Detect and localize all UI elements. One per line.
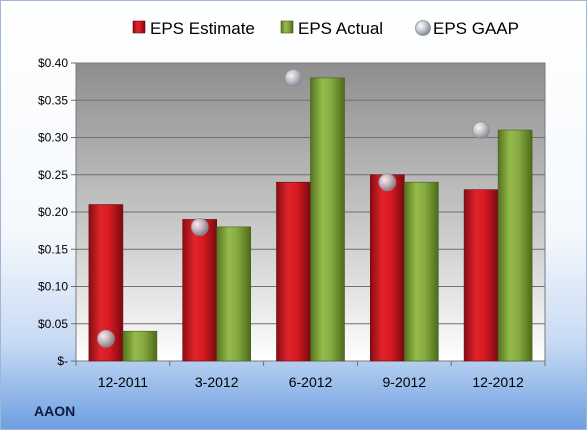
x-tick-label: 9-2012 xyxy=(383,374,427,390)
gaap-marker xyxy=(472,121,491,139)
bar-eps-actual xyxy=(310,77,345,362)
legend-label: EPS GAAP xyxy=(433,19,519,38)
bar-eps-actual xyxy=(122,330,158,362)
y-tick-label: $0.30 xyxy=(38,131,68,145)
legend-label: EPS Estimate xyxy=(150,19,255,38)
gaap-marker xyxy=(378,173,397,192)
legend-swatch xyxy=(280,20,294,34)
y-tick-label: $0.10 xyxy=(38,280,68,294)
bar-eps-estimate xyxy=(276,181,311,362)
bar-eps-actual xyxy=(403,181,439,362)
ticker-label: AAON xyxy=(34,403,76,419)
y-tick-label: $0.35 xyxy=(38,93,68,107)
bar-eps-estimate xyxy=(182,219,217,362)
x-tick-label: 12-2012 xyxy=(472,374,524,390)
y-tick-label: $0.20 xyxy=(38,205,68,219)
legend-swatch xyxy=(415,20,431,36)
y-tick-label: $0.05 xyxy=(38,317,68,331)
gaap-marker xyxy=(190,217,209,236)
bar-eps-estimate xyxy=(88,204,124,362)
y-tick-label: $0.40 xyxy=(38,56,68,70)
gaap-marker xyxy=(97,329,115,348)
x-tick-label: 12-2011 xyxy=(98,374,149,390)
gaap-marker xyxy=(284,69,303,87)
x-tick-label: 3-2012 xyxy=(195,374,239,390)
y-axis: $- $0.05 $0.10 $0.15 $0.20 $0.25 $0.30 $0.35 $0.… xyxy=(38,56,76,368)
x-tick-label: 6-2012 xyxy=(289,374,333,390)
bar-eps-estimate xyxy=(463,189,499,362)
bar-eps-estimate xyxy=(369,174,405,362)
legend-swatch xyxy=(132,20,146,34)
y-tick-label: $0.15 xyxy=(38,242,68,256)
gaap-markers xyxy=(97,69,491,348)
bars xyxy=(88,77,533,362)
y-tick-label: $- xyxy=(57,354,68,368)
legend: EPS Estimate EPS Actual EPS GAAP xyxy=(132,19,519,38)
bar-eps-actual xyxy=(497,129,533,362)
y-tick-label: $0.25 xyxy=(38,168,68,182)
x-axis: 12-2011 3-2012 6-2012 9-2012 12-2012 xyxy=(75,361,546,390)
legend-label: EPS Actual xyxy=(298,19,383,38)
bar-eps-actual xyxy=(216,226,251,362)
